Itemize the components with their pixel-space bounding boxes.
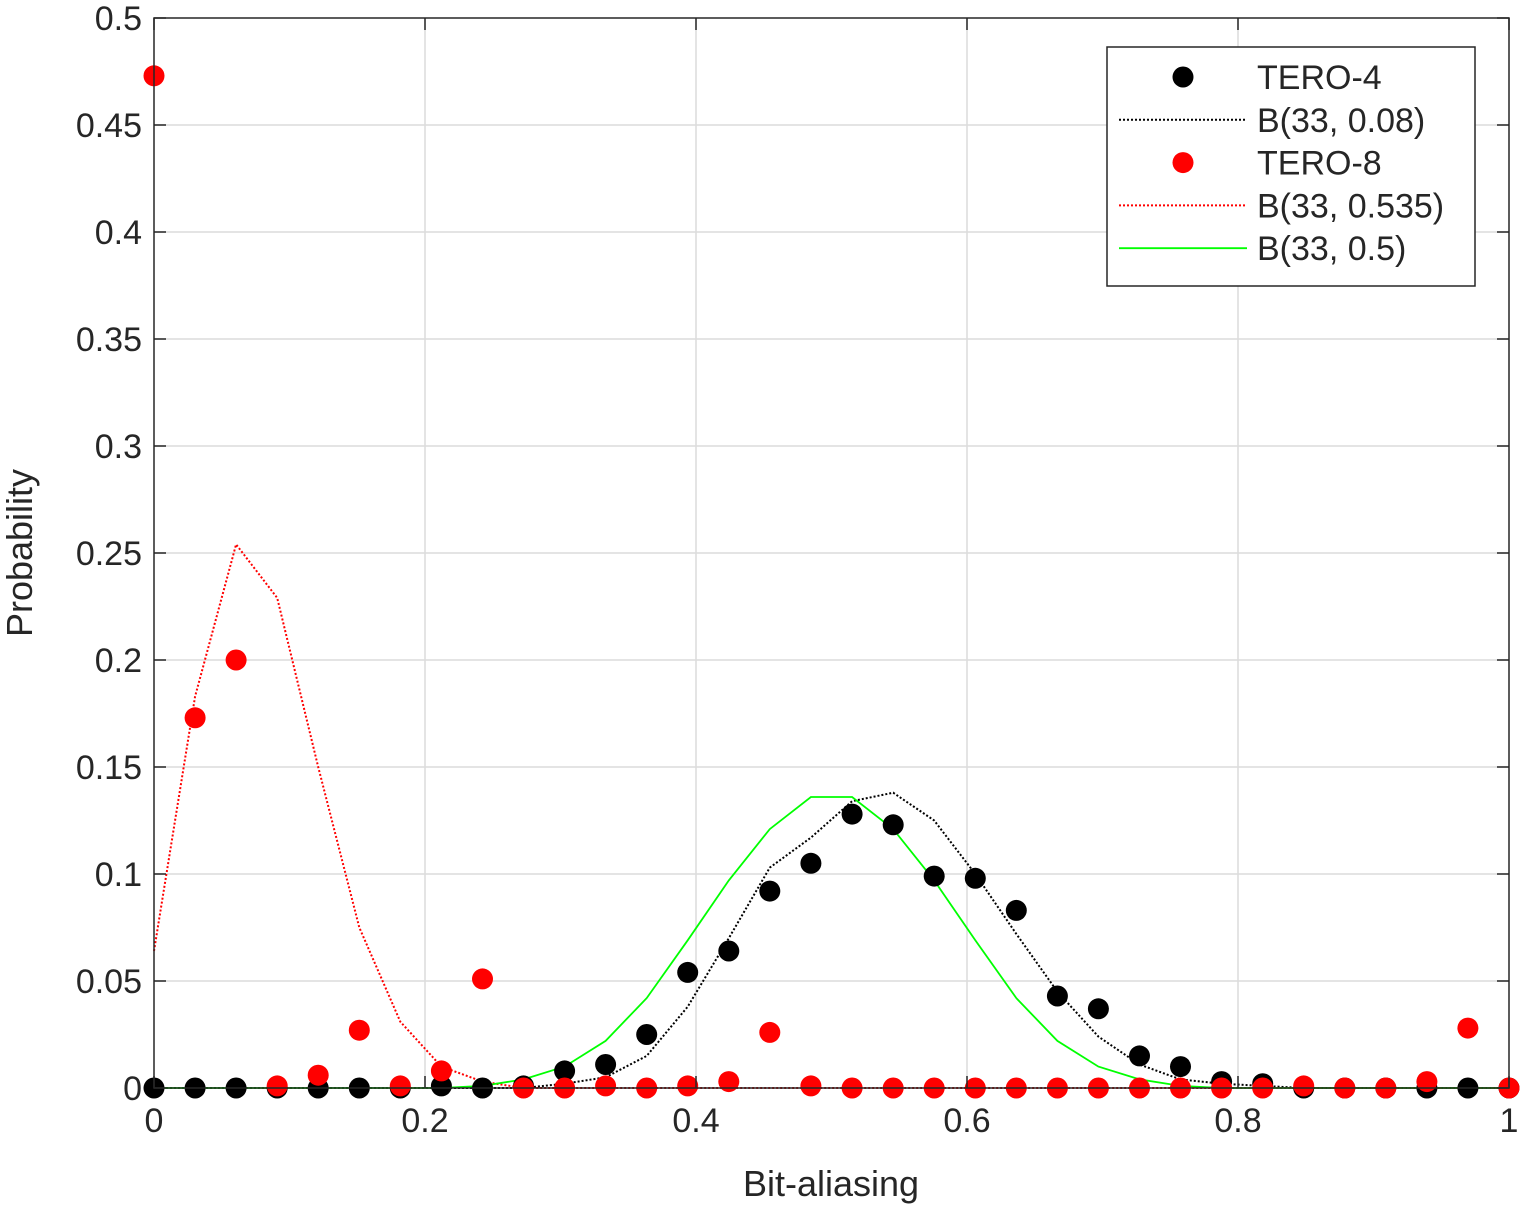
data-point-tero-8 [389,1075,411,1097]
x-tick-label: 0.8 [1214,1102,1261,1140]
data-point-tero-4 [595,1054,617,1075]
data-point-tero-4 [1046,985,1068,1007]
data-point-tero-8 [225,649,247,671]
y-tick-label: 0.2 [95,642,142,680]
data-point-tero-4 [882,814,904,836]
x-tick-label: 0.6 [943,1102,990,1140]
data-point-tero-4 [677,961,699,983]
data-point-tero-4 [964,867,986,889]
data-point-tero-4 [1170,1056,1191,1078]
x-tick-label: 0.2 [401,1102,448,1140]
y-tick-label: 0.5 [95,0,142,38]
legend-item-b-33-0-08-label: B(33, 0.08) [1257,102,1425,140]
data-point-tero-8 [800,1075,822,1097]
data-point-tero-4 [718,940,740,962]
data-point-tero-8 [266,1075,288,1097]
series-line-b-33-0-535 [153,542,1509,1089]
data-point-tero-4 [1005,899,1027,921]
data-point-tero-4 [430,1075,452,1097]
legend-item-tero-8-marker [1172,152,1194,174]
legend-item-b-33-0-5-label: B(33, 0.5) [1257,230,1406,268]
y-tick-label: 0 [123,1070,142,1108]
x-axis-label: Bit-aliasing [743,1163,919,1204]
y-tick-label: 0.25 [76,535,142,573]
legend: TERO-4 B(33, 0.08) TERO-8 B(33, 0.535) B(33,… [1106,46,1476,287]
y-tick-label: 0.05 [76,963,142,1001]
x-tick-label: 1 [1500,1102,1519,1140]
data-point-tero-8 [1293,1075,1315,1097]
data-point-tero-8 [184,707,206,729]
data-point-tero-8 [759,1021,781,1043]
data-point-tero-8 [430,1060,452,1082]
data-point-tero-8 [718,1071,740,1093]
y-tick-label: 0.35 [76,321,142,359]
legend-item-b-33-0-535-label: B(33, 0.535) [1257,187,1444,225]
legend-item-tero-8-label: TERO-8 [1257,145,1382,183]
y-tick-label: 0.4 [95,214,142,252]
data-point-tero-8 [472,968,493,990]
x-tick-label: 0.4 [672,1102,719,1140]
data-point-tero-8 [307,1064,329,1086]
data-point-tero-8 [348,1019,370,1041]
y-tick-label: 0.3 [95,428,142,466]
y-tick-label: 0.15 [76,749,142,787]
data-point-tero-4 [759,880,781,902]
data-point-tero-4 [636,1024,658,1045]
data-point-tero-4 [923,865,945,887]
data-point-tero-4 [554,1060,576,1082]
y-tick-label: 0.1 [95,856,142,894]
data-point-tero-4 [1129,1045,1150,1067]
data-point-tero-4 [841,803,863,825]
data-point-tero-8 [1416,1071,1438,1093]
y-axis-label: Probability [0,469,40,637]
grid [154,18,1509,1088]
ticks: 0 0.2 0.4 0.6 0.8 1 0 0.05 0.1 0.15 0.2 0.25 0.3 0.35… [76,0,1519,1140]
data-point-tero-4 [1087,998,1109,1020]
data-point-tero-8 [595,1075,617,1097]
legend-item-tero-4-marker [1172,66,1194,88]
data-point-tero-4 [800,852,822,874]
legend-box [1106,46,1476,287]
legend-item-tero-4-label: TERO-4 [1257,59,1382,97]
x-tick-label: 0 [145,1102,164,1140]
data-point-tero-8 [1457,1017,1479,1039]
data-point-tero-8 [677,1075,699,1097]
y-tick-label: 0.45 [76,107,142,145]
